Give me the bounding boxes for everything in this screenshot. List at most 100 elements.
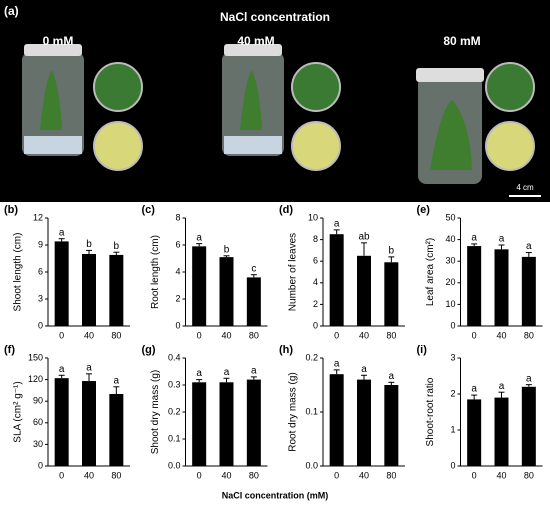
y-tick-label: 0 (38, 460, 43, 470)
x-tick-label: 40 (359, 470, 369, 480)
bar (494, 397, 509, 466)
photo-label: 0 mM (43, 34, 74, 48)
y-tick-label: 0.1 (168, 433, 181, 443)
significance-letter: a (389, 371, 395, 382)
y-axis-title: Number of leaves (288, 233, 299, 311)
significance-letter: b (224, 244, 230, 255)
bar (384, 385, 399, 466)
x-tick-label: 0 (59, 470, 64, 480)
bar (54, 241, 69, 326)
significance-letter: a (196, 232, 202, 243)
photo-jars (22, 44, 541, 197)
significance-letter: a (471, 233, 477, 244)
y-tick-label: 6 (38, 266, 43, 276)
bar (329, 234, 344, 326)
significance-letter: b (86, 239, 92, 250)
bar (109, 394, 124, 466)
significance-letter: a (114, 375, 120, 386)
y-tick-label: 8 (175, 212, 180, 222)
bar (82, 381, 96, 466)
panel-label: (b) (4, 204, 18, 216)
x-tick-label: 40 (84, 330, 94, 340)
significance-letter: c (251, 263, 256, 274)
significance-letter: a (59, 227, 65, 238)
y-tick-label: 6 (313, 256, 318, 266)
significance-letter: a (86, 362, 92, 373)
y-tick-label: 90 (33, 396, 43, 406)
significance-letter: a (224, 367, 230, 378)
y-tick-label: 30 (33, 439, 43, 449)
y-tick-label: 0.1 (305, 406, 318, 416)
y-tick-label: 0.2 (168, 406, 181, 416)
x-tick-label: 0 (334, 470, 339, 480)
y-tick-label: 20 (445, 277, 455, 287)
photo-label: 40 mM (237, 34, 274, 48)
x-tick-label: 80 (249, 470, 259, 480)
y-tick-label: 0.0 (168, 460, 181, 470)
y-tick-label: 0.0 (305, 460, 318, 470)
y-tick-label: 0 (450, 460, 455, 470)
y-tick-label: 1 (450, 424, 455, 434)
bar (54, 378, 69, 466)
y-tick-label: 0 (450, 320, 455, 330)
x-tick-label: 80 (524, 470, 534, 480)
bar (219, 257, 234, 326)
panel-label: (h) (279, 344, 293, 356)
y-tick-label: 0.2 (305, 352, 318, 362)
y-tick-label: 12 (33, 212, 43, 222)
bar (467, 246, 482, 326)
x-tick-label: 40 (221, 470, 231, 480)
x-tick-label: 80 (386, 470, 396, 480)
y-tick-label: 2 (450, 388, 455, 398)
x-axis-title: NaCl concentration (mM) (222, 490, 329, 500)
panel-label: (c) (142, 204, 156, 216)
bar (467, 399, 482, 466)
y-tick-label: 30 (445, 256, 455, 266)
x-tick-label: 0 (197, 470, 202, 480)
photo-label: 80 mM (443, 34, 480, 48)
y-axis-title: Root dry mass (g) (288, 372, 299, 451)
significance-letter: a (196, 368, 202, 379)
photo-title: NaCl concentration (220, 10, 330, 24)
significance-letter: a (526, 241, 532, 252)
significance-letter: a (334, 359, 340, 370)
x-tick-label: 40 (496, 330, 506, 340)
y-tick-label: 150 (28, 352, 43, 362)
x-tick-label: 80 (386, 330, 396, 340)
y-tick-label: 0 (313, 320, 318, 330)
bar (246, 379, 261, 466)
y-tick-label: 0 (175, 320, 180, 330)
y-axis-title: Shoot length (cm) (13, 233, 24, 312)
x-tick-label: 80 (111, 330, 121, 340)
bar (82, 254, 96, 326)
significance-letter: a (526, 373, 532, 384)
significance-letter: a (334, 219, 340, 230)
bar (521, 386, 536, 466)
x-tick-label: 0 (59, 330, 64, 340)
bar (246, 277, 261, 326)
x-tick-label: 80 (249, 330, 259, 340)
significance-letter: ab (358, 231, 370, 242)
x-tick-label: 80 (524, 330, 534, 340)
significance-letter: a (59, 364, 65, 375)
panel-label: (i) (417, 344, 428, 356)
bar (521, 256, 536, 326)
y-tick-label: 4 (313, 277, 318, 287)
y-tick-label: 6 (175, 239, 180, 249)
scale-bar-label: 4 cm (516, 183, 534, 192)
x-tick-label: 40 (221, 330, 231, 340)
panel-label: (g) (142, 344, 156, 356)
y-axis-title: Root length (cm) (150, 235, 161, 309)
y-tick-label: 120 (28, 374, 43, 384)
bar (192, 246, 207, 326)
y-tick-label: 2 (313, 299, 318, 309)
y-tick-label: 8 (313, 234, 318, 244)
x-tick-label: 40 (84, 470, 94, 480)
y-tick-label: 3 (38, 293, 43, 303)
bar (219, 382, 234, 466)
y-axis-title: SLA (cm² g⁻¹) (13, 381, 24, 442)
x-tick-label: 0 (334, 330, 339, 340)
y-tick-label: 10 (308, 212, 318, 222)
y-tick-label: 4 (175, 266, 180, 276)
y-axis-title: Shoot-root ratio (425, 377, 436, 446)
